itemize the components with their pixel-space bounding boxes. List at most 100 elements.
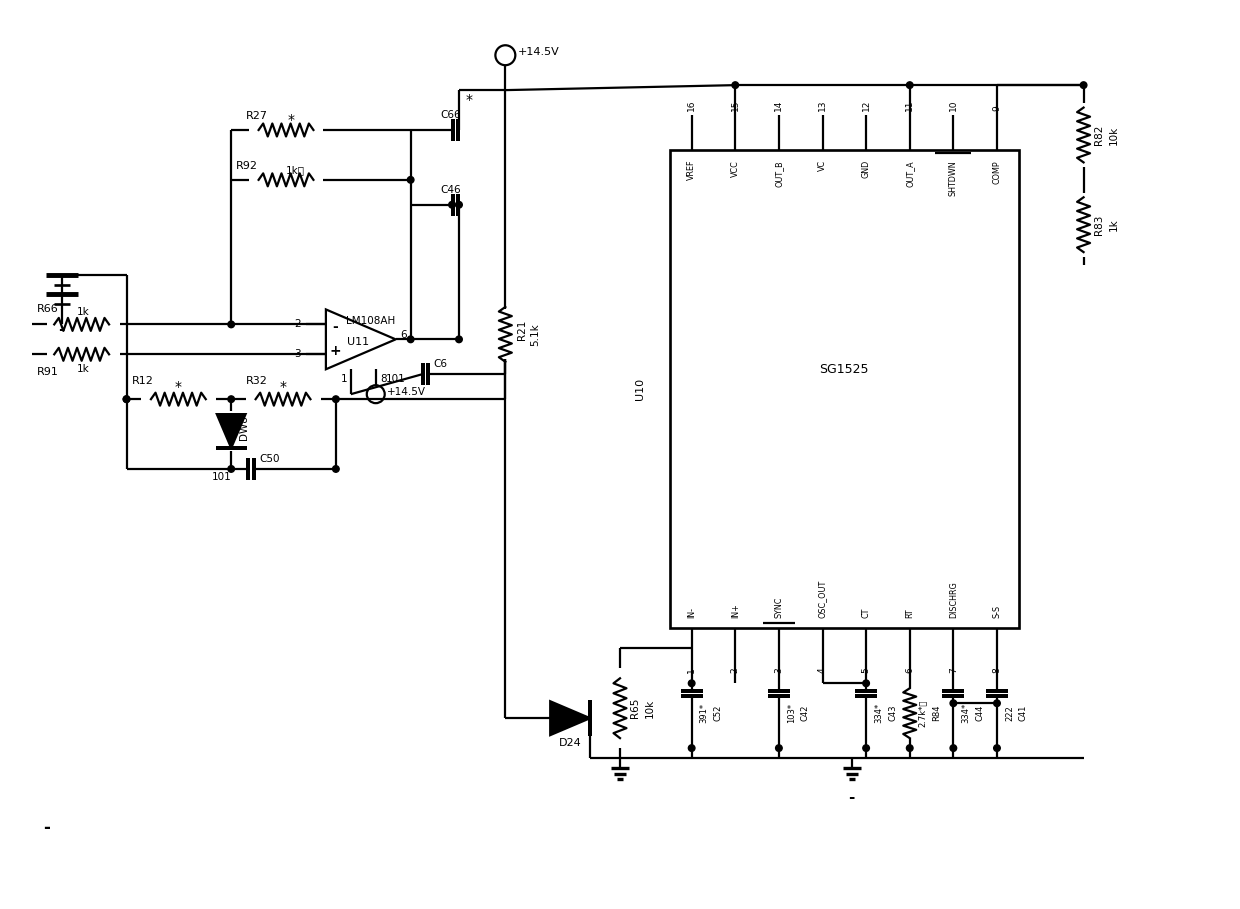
Text: RT: RT (905, 609, 914, 618)
Text: DISCHRG: DISCHRG (949, 582, 957, 618)
Text: IN+: IN+ (730, 604, 740, 618)
Text: 9: 9 (992, 105, 1002, 111)
Text: SG1525: SG1525 (820, 363, 869, 375)
Circle shape (228, 321, 234, 327)
Text: C41: C41 (1019, 705, 1028, 722)
Text: C6: C6 (434, 359, 448, 369)
Text: COMP: COMP (992, 160, 1002, 184)
Text: R92: R92 (236, 161, 258, 171)
Circle shape (993, 744, 1001, 752)
Text: VCC: VCC (730, 160, 740, 176)
Text: C46: C46 (440, 185, 461, 195)
Text: S-S: S-S (992, 605, 1002, 618)
Text: 1k橙: 1k橙 (286, 165, 305, 175)
Circle shape (993, 700, 1001, 706)
Text: 1: 1 (687, 667, 696, 673)
Text: 1k: 1k (77, 307, 89, 317)
Text: *: * (465, 93, 472, 107)
Text: R12: R12 (131, 376, 154, 386)
Text: D24: D24 (559, 738, 582, 748)
Text: 391*: 391* (699, 704, 708, 724)
Circle shape (906, 744, 913, 752)
Circle shape (228, 396, 234, 403)
Text: 10k: 10k (645, 699, 655, 718)
Text: VREF: VREF (687, 160, 696, 180)
Circle shape (950, 700, 956, 706)
Text: 222: 222 (1004, 705, 1014, 721)
Text: 101: 101 (386, 375, 405, 385)
Text: C43: C43 (888, 705, 897, 722)
Text: 3: 3 (775, 667, 784, 673)
Text: C44: C44 (976, 705, 985, 722)
Circle shape (332, 465, 340, 473)
Text: 12: 12 (862, 100, 870, 111)
Text: 16: 16 (687, 100, 696, 111)
Circle shape (688, 680, 694, 686)
Circle shape (449, 202, 455, 208)
Circle shape (408, 336, 414, 343)
Text: LM108AH: LM108AH (346, 316, 396, 326)
Circle shape (688, 744, 694, 752)
Text: U10: U10 (635, 378, 645, 400)
Circle shape (863, 744, 869, 752)
Text: 2: 2 (294, 319, 301, 329)
Circle shape (456, 202, 463, 208)
Text: *: * (279, 380, 286, 395)
Text: 334*: 334* (874, 703, 883, 724)
Text: *: * (288, 113, 295, 127)
Circle shape (228, 465, 234, 473)
Text: 2: 2 (730, 667, 740, 673)
Text: 334*: 334* (961, 703, 971, 724)
Text: 7: 7 (949, 667, 957, 673)
Text: 5.1k: 5.1k (531, 323, 541, 345)
Text: 103*: 103* (787, 704, 796, 724)
Circle shape (950, 744, 956, 752)
Bar (670, 150, 1019, 628)
Circle shape (732, 82, 739, 88)
Text: R21: R21 (517, 319, 527, 340)
Circle shape (123, 396, 130, 403)
Text: 6: 6 (401, 330, 407, 340)
Text: 10k: 10k (1109, 125, 1118, 145)
Text: 15: 15 (730, 100, 740, 111)
Text: 1: 1 (341, 375, 348, 385)
Text: GND: GND (862, 160, 870, 178)
Text: DW8: DW8 (239, 415, 249, 440)
Circle shape (332, 396, 340, 403)
Circle shape (408, 176, 414, 183)
Text: +14.5V: +14.5V (517, 47, 559, 57)
Text: 8: 8 (992, 667, 1002, 673)
Text: 3: 3 (294, 349, 301, 359)
Text: *: * (175, 380, 182, 395)
Text: VC: VC (818, 160, 827, 171)
Text: +14.5V: +14.5V (387, 387, 425, 397)
Text: 4: 4 (818, 667, 827, 673)
Text: 14: 14 (775, 100, 784, 111)
Text: -: - (43, 819, 50, 837)
Text: R84: R84 (931, 705, 941, 722)
Text: R83: R83 (1094, 215, 1104, 235)
Text: 1k: 1k (77, 365, 89, 375)
Text: 8: 8 (381, 375, 387, 385)
Text: -: - (58, 322, 64, 337)
Text: R91: R91 (37, 367, 58, 377)
Text: 2.7k*橙: 2.7k*橙 (918, 700, 926, 727)
Circle shape (906, 82, 913, 88)
Text: 1k: 1k (1109, 218, 1118, 231)
Polygon shape (551, 701, 590, 735)
Text: R32: R32 (247, 376, 268, 386)
Text: -: - (332, 320, 337, 335)
Polygon shape (217, 415, 246, 448)
Text: R66: R66 (37, 305, 58, 315)
Text: CT: CT (862, 608, 870, 618)
Circle shape (123, 396, 130, 403)
Text: R65: R65 (630, 698, 640, 718)
Text: C42: C42 (801, 705, 810, 722)
Circle shape (863, 680, 869, 686)
Text: 10: 10 (949, 100, 957, 111)
Text: OUT_A: OUT_A (905, 160, 914, 186)
Text: -: - (848, 791, 854, 805)
Text: 101: 101 (212, 472, 231, 482)
Text: R27: R27 (247, 111, 268, 121)
Text: 13: 13 (818, 100, 827, 111)
